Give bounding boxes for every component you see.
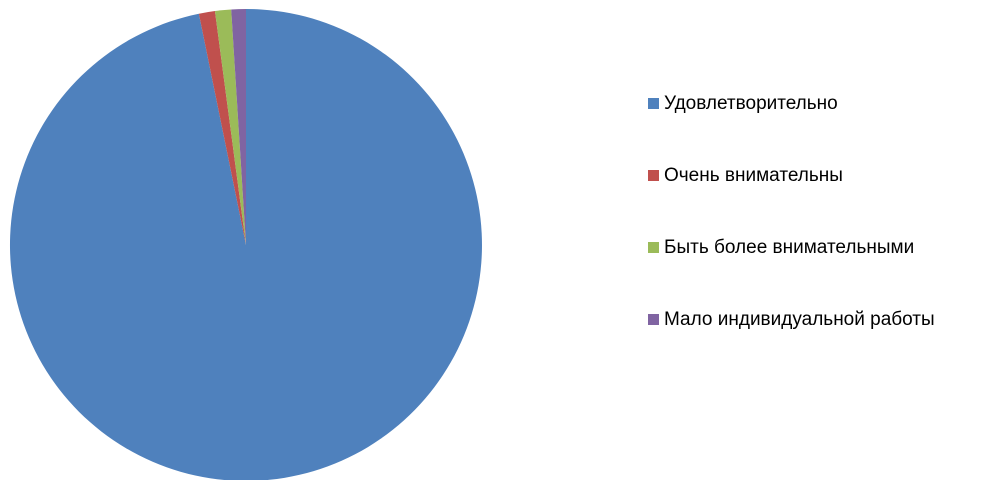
legend-item-4: Мало индивидуальной работы bbox=[648, 306, 988, 334]
legend-label-1: Удовлетворительно bbox=[664, 93, 838, 114]
legend-item-2: Очень внимательны bbox=[648, 162, 988, 190]
legend-item-3: Быть более внимательными bbox=[648, 234, 988, 262]
legend-swatch-3 bbox=[648, 242, 659, 253]
pie-slice-3 bbox=[214, 9, 246, 245]
pie-slice-1 bbox=[10, 9, 482, 480]
legend-label-4: Мало индивидуальной работы bbox=[664, 309, 935, 330]
legend-item-1: Удовлетворительно bbox=[648, 90, 988, 118]
chart-legend: Удовлетворительно Очень внимательны Быть б… bbox=[648, 90, 988, 378]
pie-plot-area bbox=[10, 9, 482, 480]
pie-slice-4 bbox=[231, 9, 246, 245]
pie-slice-2 bbox=[198, 11, 246, 245]
legend-swatch-2 bbox=[648, 170, 659, 181]
legend-swatch-4 bbox=[648, 314, 659, 325]
legend-label-2: Очень внимательны bbox=[664, 165, 843, 186]
legend-swatch-1 bbox=[648, 98, 659, 109]
legend-label-3: Быть более внимательными bbox=[664, 237, 915, 258]
